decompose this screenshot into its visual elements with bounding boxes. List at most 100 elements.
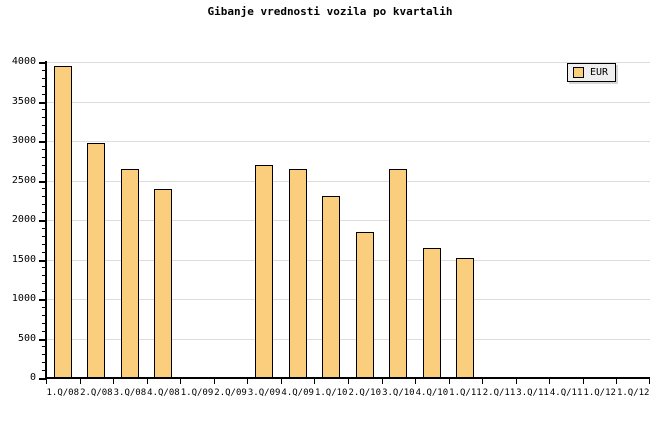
y-axis-tick-label: 2000: [11, 214, 36, 225]
y-axis-major-tick: [39, 299, 46, 301]
y-axis-minor-tick: [42, 94, 46, 95]
x-axis-tick-label: 1.Q/12: [583, 388, 616, 398]
x-axis-tick-label: 1.Q/08: [46, 388, 80, 398]
y-axis-minor-tick: [42, 244, 46, 245]
gridline: [46, 62, 650, 63]
bar[interactable]: [53, 65, 72, 378]
y-axis-minor-tick: [42, 291, 46, 292]
y-axis-minor-tick: [42, 86, 46, 87]
gridline: [46, 259, 650, 261]
y-axis-minor-tick: [42, 275, 46, 276]
y-axis-major-tick: [39, 378, 46, 380]
x-axis-tick: [482, 379, 483, 384]
x-axis-tick-label: 4.Q/09: [281, 388, 314, 398]
x-axis-tick-label: 3.Q/11: [516, 388, 549, 398]
gridline: [46, 101, 650, 103]
x-axis-tick-label: 2.Q/10: [348, 388, 382, 398]
bar[interactable]: [120, 169, 139, 378]
x-axis-tick: [616, 379, 617, 384]
x-axis-tick-label: 3.Q/09: [247, 388, 281, 398]
x-axis-tick-label: 4.Q/11: [549, 388, 583, 398]
y-axis-minor-tick: [42, 196, 46, 197]
x-axis-tick: [449, 379, 450, 384]
x-axis-tick-label: 4.Q/08: [147, 388, 180, 398]
y-axis-minor-tick: [42, 157, 46, 158]
gridline: [46, 220, 650, 221]
y-axis-minor-tick: [42, 331, 46, 332]
x-axis-tick-label: 2.Q/08: [80, 388, 113, 398]
y-axis-tick-label: 1000: [11, 293, 36, 304]
y-axis-major-tick: [39, 62, 46, 64]
y-axis-major-tick: [39, 102, 46, 104]
x-axis-tick-label: 1.Q/11: [449, 388, 482, 398]
x-axis-tick: [113, 379, 114, 384]
bar[interactable]: [389, 169, 408, 378]
y-axis-tick-label: 1500: [11, 253, 36, 265]
bar[interactable]: [255, 164, 274, 378]
y-axis-minor-tick: [42, 125, 46, 126]
y-axis-minor-tick: [42, 70, 46, 71]
x-axis-tick: [247, 379, 248, 384]
y-axis-line: [45, 61, 47, 379]
y-axis-tick-label: 0: [29, 372, 36, 383]
y-axis-minor-tick: [42, 149, 46, 150]
legend-swatch-eur: [573, 67, 584, 78]
gridline: [46, 141, 650, 142]
y-axis-tick-label: 4000: [11, 56, 36, 67]
x-axis-tick: [348, 379, 349, 384]
y-axis-minor-tick: [42, 362, 46, 363]
x-axis-tick-label: 2.Q/09: [214, 388, 247, 398]
y-axis-tick-label: 2500: [11, 174, 36, 186]
x-axis-tick-label: 3.Q/08: [113, 388, 147, 398]
plot-area: [46, 62, 650, 378]
x-axis-tick: [180, 379, 181, 384]
y-axis-major-tick: [39, 339, 46, 341]
y-axis-major-tick: [39, 141, 46, 143]
bar[interactable]: [288, 169, 307, 378]
x-axis-tick-label: 1.Q/12: [616, 388, 650, 398]
x-axis-tick: [314, 379, 315, 384]
x-axis-tick: [415, 379, 416, 384]
bar[interactable]: [456, 257, 475, 378]
legend-label-eur: EUR: [590, 67, 609, 78]
y-axis-minor-tick: [42, 370, 46, 371]
bar[interactable]: [87, 143, 106, 378]
y-axis-tick-label: 500: [17, 332, 36, 344]
bar[interactable]: [154, 189, 173, 378]
y-axis-major-tick: [39, 181, 46, 183]
y-axis-minor-tick: [42, 283, 46, 284]
y-axis-major-tick: [39, 220, 46, 222]
y-axis-minor-tick: [42, 109, 46, 110]
gridline: [46, 299, 650, 300]
y-axis-minor-tick: [42, 173, 46, 174]
gridline: [46, 338, 650, 340]
x-axis-tick-label: 3.Q/10: [382, 388, 415, 398]
x-axis-tick: [147, 379, 148, 384]
y-axis-minor-tick: [42, 117, 46, 118]
x-axis-tick: [281, 379, 282, 384]
x-axis-tick-label: 1.Q/10: [314, 388, 348, 398]
x-axis-tick-label: 1.Q/09: [180, 388, 214, 398]
x-axis-tick-label: 4.Q/10: [415, 388, 449, 398]
y-axis-minor-tick: [42, 204, 46, 205]
y-axis-minor-tick: [42, 252, 46, 253]
bar[interactable]: [322, 195, 341, 378]
y-axis-minor-tick: [42, 188, 46, 189]
x-axis-tick-label: 2.Q/11: [482, 388, 516, 398]
legend[interactable]: EUR: [567, 63, 617, 82]
y-axis-minor-tick: [42, 165, 46, 166]
x-axis-tick: [549, 379, 550, 384]
bar[interactable]: [355, 232, 374, 378]
y-axis-minor-tick: [42, 354, 46, 355]
bar[interactable]: [422, 247, 441, 378]
y-axis-minor-tick: [42, 267, 46, 268]
y-axis-minor-tick: [42, 212, 46, 213]
y-axis-tick-label: 3500: [11, 95, 36, 107]
y-axis-minor-tick: [42, 133, 46, 134]
y-axis-labels: 0 500 1000 1500 2000 2500 3000 3500 4000: [0, 0, 36, 440]
y-axis-major-tick: [39, 260, 46, 262]
y-axis-minor-tick: [42, 323, 46, 324]
x-axis-tick: [214, 379, 215, 384]
gridline: [46, 180, 650, 182]
